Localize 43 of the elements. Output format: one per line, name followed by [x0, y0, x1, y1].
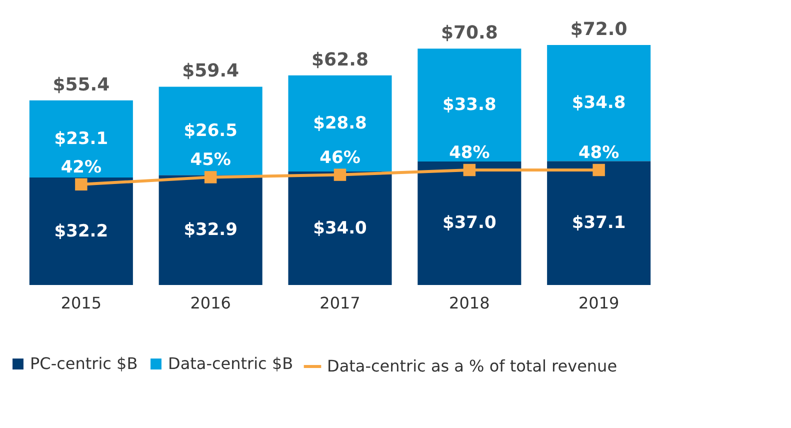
total-label: $55.4: [52, 74, 110, 96]
point: [204, 171, 217, 184]
total-label: $70.8: [440, 22, 498, 44]
data-label: $23.1: [54, 128, 108, 149]
bar: [29, 178, 133, 285]
bar: [158, 86, 262, 176]
legend-label: PC-centric $B: [30, 354, 138, 373]
bar: [288, 172, 392, 285]
bar: [418, 161, 522, 285]
x-tick-label: 2016: [190, 294, 231, 312]
data-label: $34.8: [572, 93, 626, 114]
data-label: 42%: [60, 157, 102, 178]
data-label: $37.1: [572, 213, 626, 234]
data-label: $28.8: [313, 113, 367, 134]
data-label: $32.9: [184, 220, 238, 240]
point: [463, 164, 476, 176]
point: [75, 178, 88, 190]
data-label: 48%: [578, 143, 620, 163]
data-label: 45%: [190, 150, 231, 170]
data-label: 46%: [320, 148, 360, 168]
data-label: $34.0: [313, 218, 368, 238]
total-label: $72.0: [570, 19, 628, 40]
x-tick-label: 2019: [578, 294, 620, 312]
legend-label: Data-centric as a % of total revenue: [327, 356, 618, 376]
x-tick-label: 2017: [320, 294, 360, 312]
data-label: $32.2: [54, 221, 108, 242]
legend-label: Data-centric $B: [168, 354, 294, 373]
data-label: 48%: [449, 143, 490, 163]
total-label: $59.4: [182, 60, 240, 82]
bar: [547, 45, 651, 162]
x-tick-label: 2015: [60, 294, 102, 312]
data-label: $26.5: [184, 120, 238, 141]
bar: [418, 48, 522, 162]
bar: [29, 100, 133, 178]
data-label: $37.0: [442, 213, 496, 234]
point: [334, 168, 346, 181]
total-label: $62.8: [312, 49, 368, 70]
bar: [158, 175, 262, 285]
bar: [288, 75, 392, 172]
point: [592, 164, 605, 176]
data-label: $33.8: [442, 95, 496, 116]
x-tick-label: 2018: [449, 294, 490, 312]
bar: [547, 161, 651, 285]
